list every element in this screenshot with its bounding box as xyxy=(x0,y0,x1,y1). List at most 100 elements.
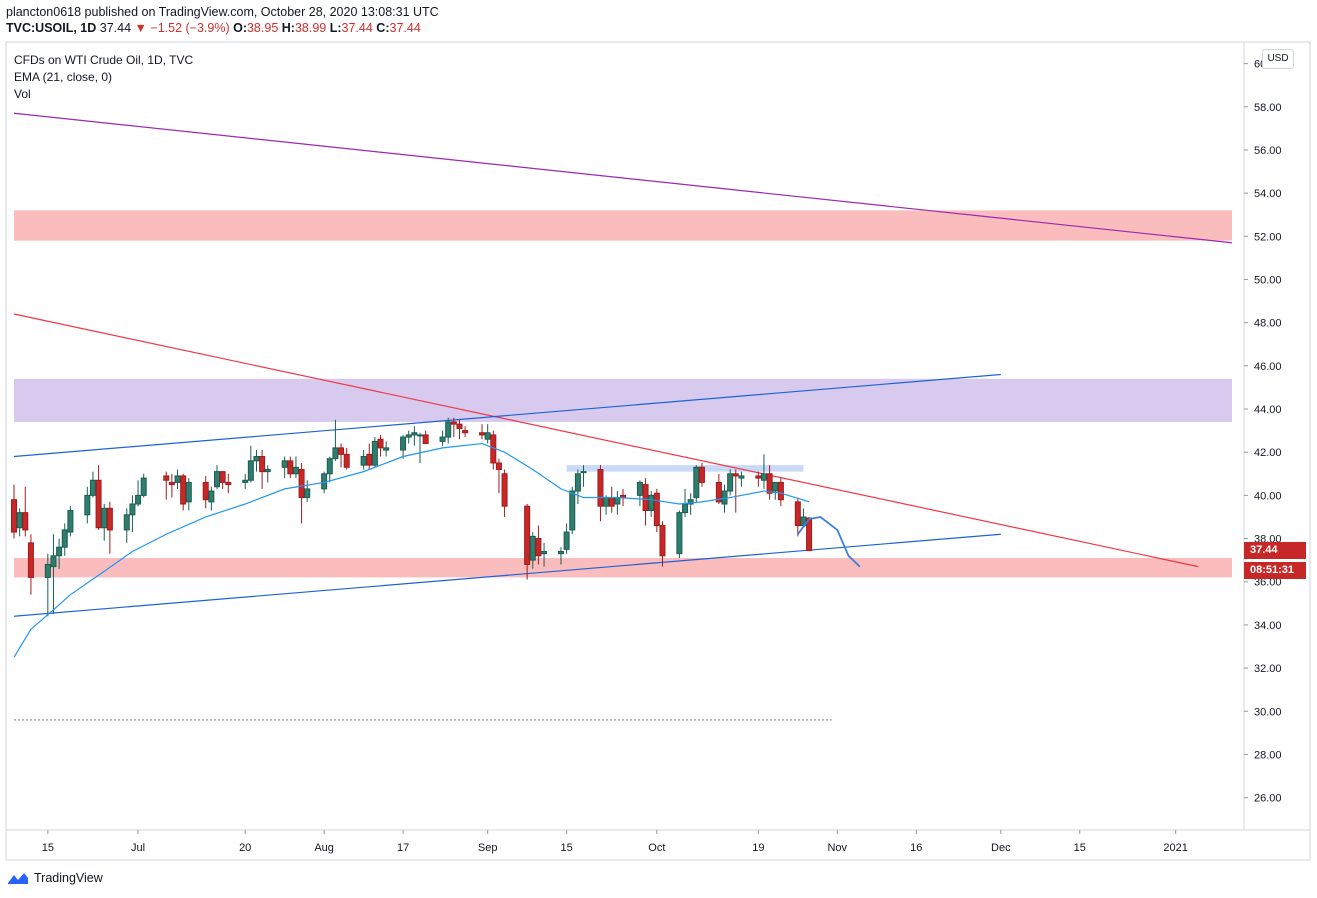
candle-body xyxy=(343,453,350,468)
candle-body xyxy=(574,473,581,492)
candle-body xyxy=(95,479,102,529)
candle-body xyxy=(524,505,531,565)
range-high-zone xyxy=(566,465,804,472)
candle-body xyxy=(541,551,548,555)
candle-body xyxy=(659,525,666,557)
candle-body xyxy=(794,501,801,527)
candle-body xyxy=(259,456,266,473)
candle-body xyxy=(61,529,68,548)
candle-body xyxy=(603,497,610,507)
candle-body xyxy=(445,421,452,438)
candle-body xyxy=(806,517,813,552)
candle-body xyxy=(11,499,17,533)
candle-body xyxy=(400,436,407,451)
x-tick-label: Aug xyxy=(314,842,334,854)
x-tick-label: Sep xyxy=(478,842,498,854)
candle-body xyxy=(27,542,34,578)
candle-body xyxy=(727,473,734,492)
close-value: 37.44 xyxy=(389,21,421,35)
candle-body xyxy=(67,509,74,533)
candle-body xyxy=(225,481,232,486)
open-value: 38.95 xyxy=(246,21,279,35)
candle-body xyxy=(44,563,51,578)
candle-body xyxy=(281,460,288,468)
candle-body xyxy=(456,423,463,429)
candle-body xyxy=(101,507,108,529)
candle-body xyxy=(422,434,429,445)
y-tick-label: 30.00 xyxy=(1254,706,1282,718)
published-line: plancton0618 published on TradingView.co… xyxy=(6,5,439,19)
candle-body xyxy=(557,551,564,555)
candle-body xyxy=(614,497,621,505)
y-tick-label: 26.00 xyxy=(1254,793,1282,805)
candle-body xyxy=(439,436,446,442)
candle-body xyxy=(732,473,739,477)
candle-body xyxy=(580,471,587,474)
candle-body xyxy=(56,546,63,557)
y-tick-label: 34.00 xyxy=(1254,620,1282,632)
x-tick-label: 15 xyxy=(1074,842,1086,854)
descending-trendline xyxy=(13,313,1199,568)
candle-body xyxy=(22,512,29,531)
x-tick-label: Oct xyxy=(648,842,665,854)
x-tick-label: Jul xyxy=(131,842,145,854)
y-tick-label: 28.00 xyxy=(1254,749,1282,761)
candle-body xyxy=(411,432,418,436)
candle-body xyxy=(287,460,294,475)
currency-button[interactable]: USD xyxy=(1262,49,1294,69)
close-label: C: xyxy=(376,21,390,35)
y-tick-label: 36.00 xyxy=(1254,577,1282,589)
candle-body xyxy=(772,481,779,492)
price-change: ▼ −1.52 (−3.9%) xyxy=(134,21,230,35)
x-tick-label: 15 xyxy=(42,842,54,854)
candle-body xyxy=(208,490,215,503)
resistance-zone xyxy=(14,378,1232,422)
candle-body xyxy=(84,494,91,516)
legend-vol[interactable]: Vol xyxy=(14,87,31,101)
candle-body xyxy=(214,471,220,488)
x-tick-label: 16 xyxy=(910,842,922,854)
candle-body xyxy=(450,421,457,425)
candle-body xyxy=(462,430,469,434)
candle-body xyxy=(180,475,187,505)
plot-area xyxy=(5,41,1245,831)
x-tick-label: Nov xyxy=(827,842,847,854)
candle-body xyxy=(168,481,175,486)
candle-body xyxy=(366,453,373,466)
support-zone xyxy=(14,557,1232,578)
candle-body xyxy=(129,503,136,516)
candle-body xyxy=(648,494,655,511)
candle-body xyxy=(636,481,643,496)
high-value: 38.99 xyxy=(294,21,327,35)
candle-body xyxy=(766,473,773,494)
candle-body xyxy=(16,512,23,529)
legend-title[interactable]: CFDs on WTI Crude Oil, 1D, TVC xyxy=(14,53,194,67)
candle-body xyxy=(529,535,536,561)
x-tick-label: 20 xyxy=(239,842,251,854)
candle-body xyxy=(89,479,96,496)
candle-body xyxy=(479,432,486,436)
x-tick-label: 19 xyxy=(752,842,764,854)
last-price-tag: 37.44 xyxy=(1244,541,1306,559)
countdown-tag: 08:51:31 xyxy=(1244,561,1306,579)
candle-body xyxy=(106,507,113,531)
candle-body xyxy=(50,555,57,568)
y-tick-label: 56.00 xyxy=(1254,145,1282,157)
candle-body xyxy=(682,503,689,514)
y-tick-label: 52.00 xyxy=(1254,231,1282,243)
candle-body xyxy=(755,475,762,479)
y-tick-label: 58.00 xyxy=(1254,102,1282,114)
ema-line xyxy=(13,442,810,658)
candle-body xyxy=(484,432,491,440)
y-tick-label: 48.00 xyxy=(1254,318,1282,330)
tradingview-brand: TradingView xyxy=(34,871,103,885)
legend-ema[interactable]: EMA (21, close, 0) xyxy=(14,70,113,84)
tradingview-footer[interactable]: TradingView xyxy=(6,870,103,886)
projection-path xyxy=(797,516,861,568)
price-axis xyxy=(1243,41,1311,831)
lower-channel-line xyxy=(13,533,1001,617)
candle-body xyxy=(676,512,683,555)
candle-body xyxy=(738,475,745,479)
y-tick-label: 40.00 xyxy=(1254,490,1282,502)
